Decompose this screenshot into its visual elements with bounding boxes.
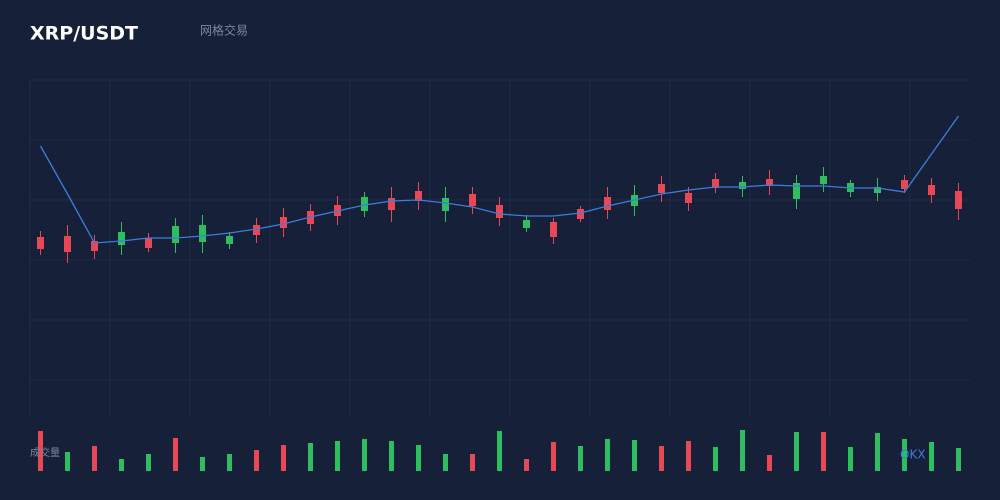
candle-body xyxy=(415,191,422,201)
candle-body xyxy=(37,237,44,249)
candle-body xyxy=(523,220,530,228)
volume-bar xyxy=(254,450,259,471)
candle-body xyxy=(955,191,962,209)
volume-bar xyxy=(470,454,475,471)
candle-body xyxy=(550,222,557,237)
candle-body xyxy=(118,232,125,245)
candle-body xyxy=(361,197,368,211)
volume-bar xyxy=(497,431,502,471)
volume-bar xyxy=(605,439,610,471)
volume-bar xyxy=(632,440,637,471)
volume-bar xyxy=(740,430,745,471)
volume-bar xyxy=(416,445,421,471)
candle-body xyxy=(442,198,449,211)
candle-body xyxy=(766,179,773,186)
volume-bar xyxy=(65,452,70,471)
watermark: OKX xyxy=(900,448,926,462)
volume-bar xyxy=(146,454,151,471)
chart-title: XRP/USDT xyxy=(30,23,138,45)
chart-subtitle: 网格交易 xyxy=(200,23,248,38)
volume-bar xyxy=(335,441,340,471)
candle-body xyxy=(658,184,665,193)
candle-body xyxy=(685,193,692,203)
candle-body xyxy=(901,180,908,189)
candle-body xyxy=(928,185,935,195)
volume-bar xyxy=(281,445,286,471)
candle-body xyxy=(712,179,719,188)
volume-bar xyxy=(659,446,664,471)
volume-bar xyxy=(848,447,853,471)
candle-body xyxy=(739,182,746,189)
volume-bar xyxy=(686,441,691,471)
volume-bar xyxy=(767,455,772,471)
volume-bar xyxy=(821,432,826,471)
candle-body xyxy=(64,236,71,252)
volume-bar xyxy=(578,446,583,471)
volume-bar xyxy=(389,441,394,471)
candle-body xyxy=(577,209,584,219)
volume-bar xyxy=(173,438,178,471)
volume-bar xyxy=(794,432,799,471)
trend-line xyxy=(39,115,960,244)
volume-bar xyxy=(956,448,961,471)
volume-bar xyxy=(524,459,529,471)
volume-bar xyxy=(38,431,43,471)
volume-bar xyxy=(308,443,313,471)
volume-bar xyxy=(443,454,448,471)
candle-body xyxy=(226,236,233,244)
candle-body xyxy=(469,194,476,206)
volume-bar xyxy=(929,442,934,471)
candle-body xyxy=(388,198,395,210)
volume-bar xyxy=(362,439,367,471)
candle-body xyxy=(496,205,503,218)
candle-body xyxy=(820,176,827,184)
grid xyxy=(29,79,970,418)
candle-body xyxy=(604,197,611,210)
volume-bar xyxy=(875,433,880,471)
volume-bar xyxy=(713,447,718,471)
volume-bar xyxy=(227,454,232,471)
plot xyxy=(37,115,962,471)
candle-body xyxy=(91,241,98,251)
volume-bar xyxy=(902,439,907,471)
candle-body xyxy=(253,225,260,235)
candle-body xyxy=(874,187,881,193)
candle-body xyxy=(280,217,287,228)
candle-body xyxy=(199,225,206,242)
candle-body xyxy=(793,183,800,199)
volume-bar xyxy=(92,446,97,471)
volume-bar xyxy=(551,442,556,471)
volume-label: 成交量 xyxy=(30,446,60,459)
volume-bar xyxy=(119,459,124,471)
candle-body xyxy=(145,238,152,248)
volume-bar xyxy=(200,457,205,471)
candle-body xyxy=(172,226,179,243)
